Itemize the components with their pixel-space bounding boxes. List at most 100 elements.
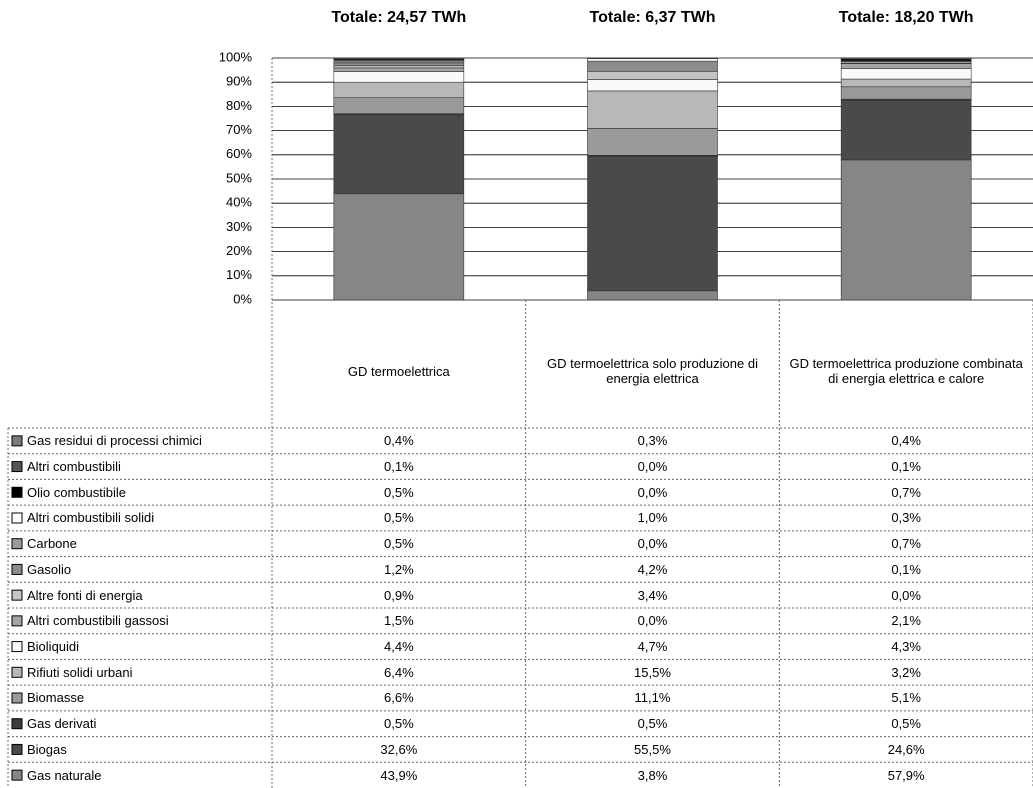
- value-label: 1,5%: [384, 613, 414, 629]
- bar-segment: [840, 86, 972, 100]
- total-label: Totale: 18,20 TWh: [839, 9, 974, 26]
- bar-segment: [587, 71, 718, 80]
- value-label: 4,4%: [384, 639, 414, 655]
- legend-key: [11, 589, 23, 601]
- value-label: 0,9%: [384, 587, 414, 603]
- category-header: GD termoelettrica solo produzione di ene…: [546, 356, 758, 386]
- bar-segment: [587, 128, 718, 156]
- legend-label: Biogas: [27, 741, 67, 757]
- bar-segment: [333, 67, 465, 72]
- y-tick-label: 10%: [226, 267, 252, 282]
- value-label: 1,2%: [384, 561, 414, 577]
- legend-key: [11, 743, 23, 755]
- bar-segment: [840, 63, 972, 69]
- bar-segment: [333, 81, 465, 98]
- legend-label: Carbone: [27, 536, 77, 552]
- legend-label: Altri combustibili gassosi: [27, 613, 169, 629]
- total-label: Totale: 24,57 TWh: [331, 9, 466, 26]
- bar-segment: [587, 79, 718, 92]
- value-label: 55,5%: [634, 741, 671, 757]
- value-label: 57,9%: [887, 767, 925, 783]
- value-label: 11,1%: [634, 690, 671, 706]
- y-tick-label: 30%: [226, 219, 252, 234]
- value-label: 0,0%: [637, 613, 668, 629]
- legend-label: Altri combustibili solidi: [27, 510, 155, 526]
- legend-label: Gas naturale: [27, 767, 102, 783]
- value-label: 6,4%: [384, 664, 414, 680]
- legend-key: [11, 718, 23, 730]
- y-tick-label: 20%: [226, 243, 252, 258]
- legend-key: [11, 641, 23, 653]
- value-label: 5,1%: [891, 690, 921, 706]
- value-label: 4,3%: [891, 639, 921, 655]
- value-label: 3,8%: [637, 767, 668, 783]
- bar-segment: [587, 90, 718, 129]
- value-label: 3,2%: [891, 664, 921, 680]
- legend-label: Bioliquidi: [27, 639, 80, 655]
- bar-segment: [587, 57, 718, 60]
- bar-segment: [840, 57, 972, 60]
- bar-segment: [840, 100, 972, 161]
- bar-segment: [333, 97, 465, 114]
- y-tick-label: 60%: [226, 146, 252, 161]
- category-header: GD termoelettrica produzione combinata d…: [789, 356, 1023, 386]
- value-label: 0,0%: [891, 587, 921, 603]
- value-label: 0,3%: [891, 510, 921, 526]
- value-label: 0,0%: [637, 536, 668, 552]
- y-tick-label: 80%: [226, 98, 252, 113]
- legend-key: [11, 615, 23, 627]
- value-label: 0,1%: [384, 459, 414, 475]
- bar-segment: [333, 114, 465, 195]
- y-tick-label: 0%: [233, 291, 252, 306]
- value-label: 43,9%: [380, 767, 418, 783]
- legend-label: Altre fonti di energia: [27, 587, 143, 603]
- value-label: 32,6%: [380, 741, 418, 757]
- value-label: 0,5%: [891, 716, 921, 732]
- value-label: 1,0%: [637, 510, 668, 526]
- legend-label: Gas residui di processi chimici: [27, 433, 202, 449]
- value-label: 2,1%: [891, 613, 921, 629]
- value-label: 0,1%: [891, 561, 921, 577]
- legend-key: [11, 461, 23, 473]
- legend-label: Gas derivati: [27, 716, 97, 732]
- value-label: 15,5%: [634, 664, 671, 680]
- value-label: 0,0%: [637, 459, 668, 475]
- legend-key: [11, 692, 23, 704]
- legend-label: Biomasse: [27, 690, 85, 706]
- value-label: 0,4%: [891, 433, 921, 449]
- legend-key: [11, 486, 23, 498]
- bar-segment: [587, 156, 718, 292]
- y-tick-label: 50%: [226, 170, 252, 185]
- y-tick-label: 40%: [226, 195, 252, 210]
- value-label: 0,7%: [891, 484, 921, 500]
- legend-label: Olio combustibile: [27, 484, 126, 500]
- bar-segment: [587, 290, 718, 301]
- legend-key: [11, 666, 23, 678]
- value-label: 0,4%: [384, 433, 414, 449]
- legend-label: Gasolio: [27, 561, 72, 577]
- value-label: 0,7%: [891, 536, 921, 552]
- bar-segment: [333, 193, 465, 301]
- total-label: Totale: 6,37 TWh: [590, 9, 716, 26]
- y-tick-label: 70%: [226, 122, 252, 137]
- legend-key: [11, 538, 23, 550]
- bar-segment: [840, 78, 972, 88]
- value-label: 0,5%: [384, 510, 414, 526]
- bar-segment: [587, 60, 718, 72]
- legend-key: [11, 435, 23, 447]
- value-label: 0,5%: [384, 716, 414, 732]
- bar-segment: [333, 57, 465, 60]
- value-label: 0,0%: [637, 484, 668, 500]
- value-label: 4,7%: [637, 639, 668, 655]
- legend-label: Rifiuti solidi urbani: [27, 664, 133, 680]
- legend-label: Altri combustibili: [27, 459, 121, 475]
- bar-segment: [333, 65, 465, 69]
- y-tick-label: 100%: [219, 49, 253, 64]
- value-label: 0,5%: [637, 716, 668, 732]
- legend-key: [11, 769, 23, 781]
- value-label: 0,1%: [891, 459, 921, 475]
- y-tick-label: 90%: [226, 74, 252, 89]
- legend-key: [11, 512, 23, 524]
- value-label: 6,6%: [384, 690, 414, 706]
